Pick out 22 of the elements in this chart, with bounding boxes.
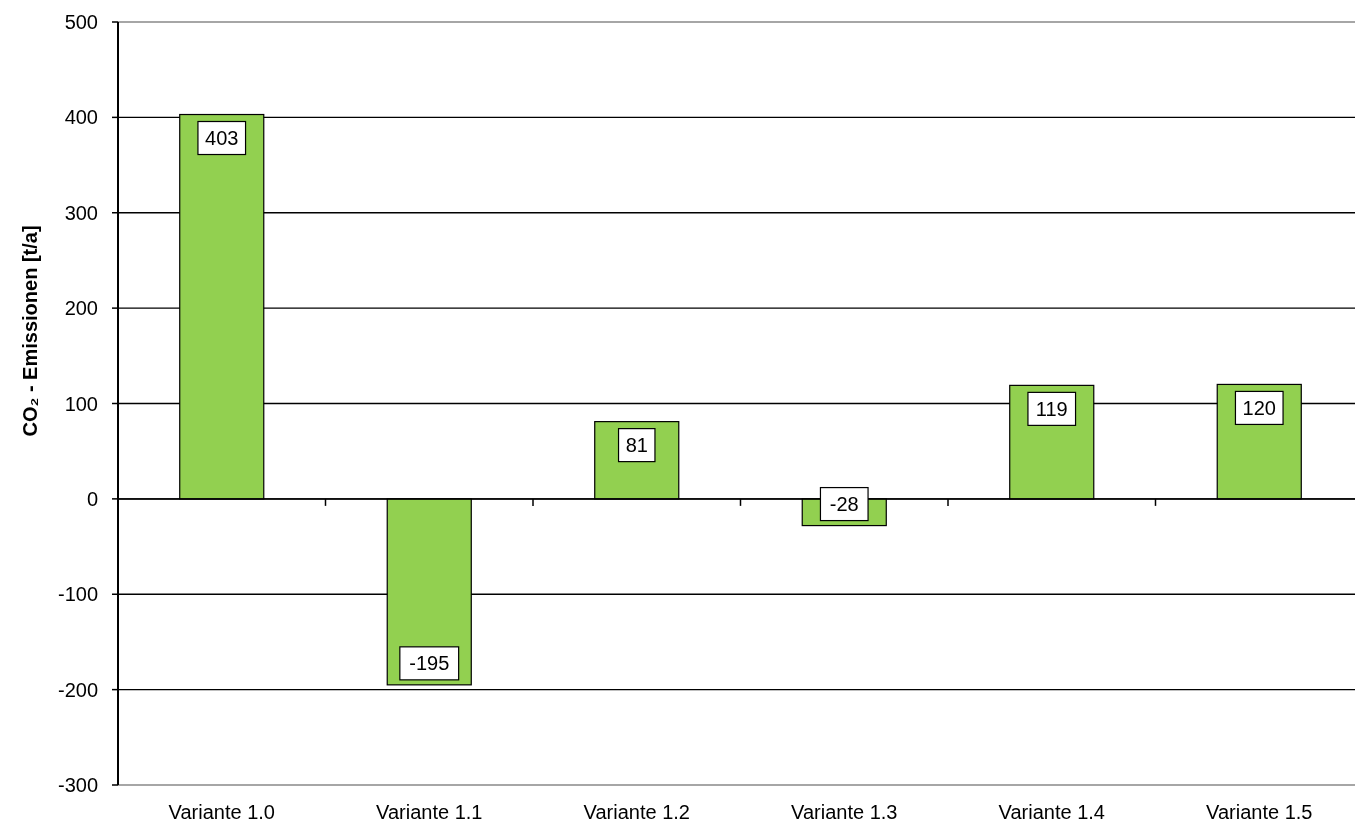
y-tick-label: 200	[64, 297, 98, 320]
y-tick-label: 400	[64, 106, 98, 129]
data-label: 403	[205, 127, 239, 150]
data-label: 119	[1035, 397, 1068, 420]
y-tick-label: -100	[57, 583, 98, 606]
y-tick-label: 100	[64, 392, 98, 415]
x-tick-label: Variante 1.2	[583, 801, 690, 823]
y-tick-label: -200	[57, 678, 98, 701]
data-label: 120	[1242, 396, 1276, 419]
x-tick-label: Variante 1.4	[998, 801, 1105, 823]
y-tick-label: 0	[86, 487, 98, 510]
data-label: -195	[409, 652, 450, 675]
x-tick-label: Variante 1.3	[791, 801, 898, 823]
x-tick-label: Variante 1.1	[376, 801, 483, 823]
x-tick-label: Variante 1.0	[168, 801, 275, 823]
y-tick-label: -300	[57, 774, 98, 796]
data-label: 81	[625, 434, 648, 457]
x-tick-label: Variante 1.5	[1206, 801, 1313, 823]
data-label: -28	[829, 493, 859, 516]
y-axis-title: CO₂ - Emissionen [t/a]	[19, 225, 41, 437]
y-tick-label: 500	[64, 11, 98, 33]
y-tick-label: 300	[64, 201, 98, 224]
